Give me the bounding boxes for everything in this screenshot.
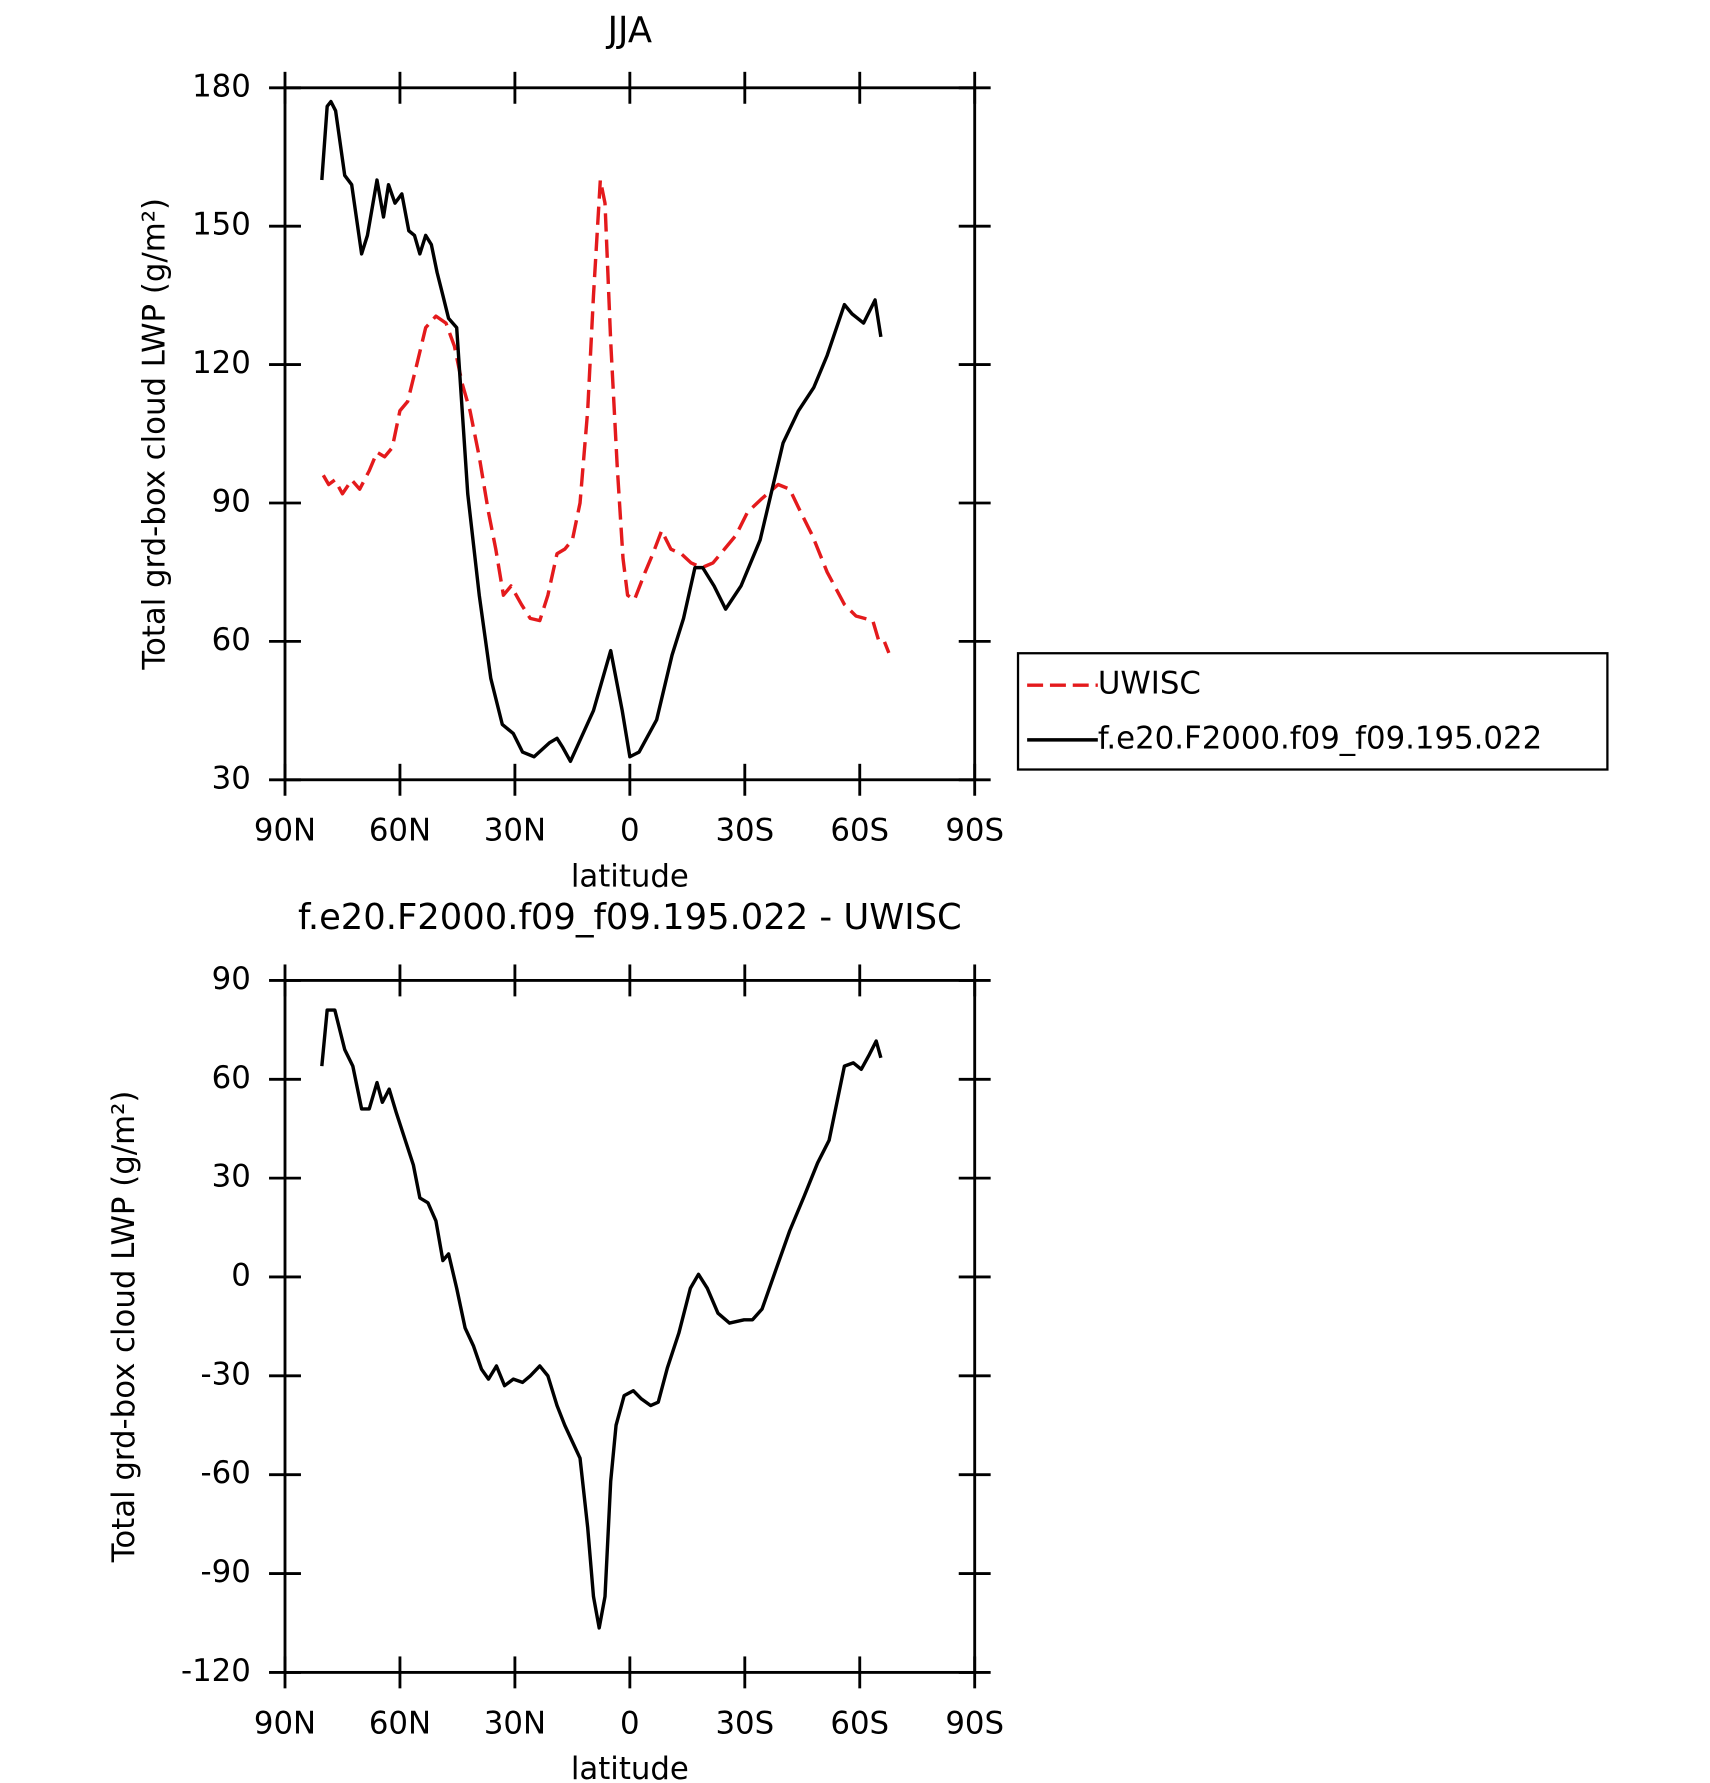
y-tick-label: 150 (192, 207, 251, 243)
data-line (321, 178, 891, 654)
y-tick-label: -90 (201, 1554, 251, 1590)
x-tick-label: 60S (830, 1705, 889, 1741)
legend-label: f.e20.F2000.f09_f09.195.022 (1098, 720, 1542, 756)
y-tick-label: -60 (201, 1455, 251, 1491)
x-axis-label: latitude (571, 858, 689, 894)
plot-frame (283, 86, 977, 782)
x-tick-label: 90S (945, 1705, 1004, 1741)
y-tick-label: 60 (212, 622, 251, 658)
y-axis-label: Total grd-box cloud LWP (g/m²) (137, 198, 173, 671)
x-tick-label: 90N (254, 1705, 316, 1741)
y-tick-label: 90 (212, 961, 251, 997)
y-tick-label: 30 (212, 1159, 251, 1195)
legend-box (1016, 652, 1609, 771)
y-tick-label: 0 (231, 1257, 251, 1293)
x-tick-label: 60N (369, 813, 431, 849)
x-tick-label: 60N (369, 1705, 431, 1741)
x-tick-label: 90S (945, 813, 1004, 849)
y-tick-label: -30 (201, 1356, 251, 1392)
x-tick-label: 30S (715, 813, 774, 849)
y-tick-label: 60 (212, 1060, 251, 1096)
x-tick-label: 60S (830, 813, 889, 849)
x-tick-label: 0 (620, 1705, 640, 1741)
data-line (320, 99, 883, 764)
legend-label: UWISC (1098, 666, 1201, 702)
x-tick-label: 30N (484, 1705, 546, 1741)
y-tick-label: 90 (212, 483, 251, 519)
y-tick-label: 30 (212, 760, 251, 796)
x-tick-label: 0 (620, 813, 640, 849)
data-line (320, 1008, 883, 1630)
x-tick-label: 30S (715, 1705, 774, 1741)
y-tick-label: 120 (192, 345, 251, 381)
y-axis-label: Total grd-box cloud LWP (g/m²) (106, 1091, 142, 1564)
y-tick-label: -120 (181, 1653, 251, 1689)
plot-frame (283, 978, 977, 1674)
chart-title: JJA (606, 10, 652, 51)
y-tick-label: 180 (192, 68, 251, 104)
x-axis-label: latitude (571, 1751, 689, 1783)
chart-title: f.e20.F2000.f09_f09.195.022 - UWISC (298, 897, 962, 938)
x-tick-label: 90N (254, 813, 316, 849)
x-tick-label: 30N (484, 813, 546, 849)
